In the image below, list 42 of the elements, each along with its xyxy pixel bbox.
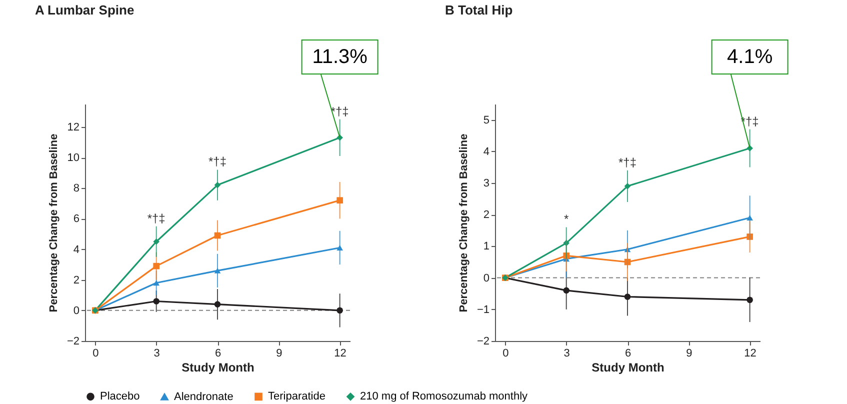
y-tick-label: 1 bbox=[483, 240, 490, 253]
y-tick-label: −2 bbox=[66, 336, 80, 348]
legend-label: Teriparatide bbox=[268, 390, 326, 403]
y-tick-label: 0 bbox=[73, 304, 80, 317]
annotation: 4.1% bbox=[727, 46, 773, 68]
y-tick-label: 4 bbox=[73, 244, 80, 256]
y-tick-label: 10 bbox=[67, 152, 80, 164]
annotation: *†‡ bbox=[147, 211, 166, 226]
x-tick-label: 12 bbox=[334, 348, 346, 360]
x-tick-label: 9 bbox=[276, 348, 282, 360]
y-tick-label: 5 bbox=[483, 114, 490, 126]
legend-label: Alendronate bbox=[174, 390, 234, 403]
x-tick-label: 3 bbox=[154, 348, 160, 360]
legend-label: 210 mg of Romosozumab monthly bbox=[360, 390, 528, 403]
chart-title: B Total Hip bbox=[445, 2, 513, 18]
annotation: *†‡ bbox=[208, 154, 227, 169]
y-tick-label: 0 bbox=[483, 272, 490, 284]
chart-title: A Lumbar Spine bbox=[35, 2, 134, 18]
y-tick-label: 12 bbox=[67, 121, 80, 134]
y-tick-label: −2 bbox=[476, 336, 490, 348]
annotation: * bbox=[564, 212, 570, 226]
y-tick-label: 6 bbox=[73, 213, 80, 226]
x-tick-label: 6 bbox=[214, 348, 222, 360]
legend-label: Placebo bbox=[100, 390, 140, 403]
y-tick-label: 8 bbox=[73, 182, 80, 195]
y-tick-label: 3 bbox=[483, 178, 490, 190]
y-tick-label: 4 bbox=[483, 146, 490, 158]
x-axis-title: Study Month bbox=[182, 360, 254, 374]
y-axis-title: Percentage Change from Baseline bbox=[48, 134, 60, 312]
x-tick-label: 3 bbox=[564, 348, 570, 360]
annotation: 11.3% bbox=[312, 46, 368, 68]
x-axis-title: Study Month bbox=[592, 360, 664, 374]
y-axis-title: Percentage Change from Baseline bbox=[458, 134, 470, 312]
x-tick-label: 9 bbox=[686, 348, 692, 360]
y-tick-label: −1 bbox=[476, 304, 490, 316]
y-tick-label: 2 bbox=[483, 209, 490, 222]
x-tick-label: 0 bbox=[502, 348, 509, 360]
x-tick-label: 12 bbox=[744, 348, 756, 360]
x-tick-label: 6 bbox=[624, 348, 632, 360]
annotation: *†‡ bbox=[618, 155, 637, 170]
y-tick-label: 2 bbox=[73, 274, 80, 286]
x-tick-label: 0 bbox=[92, 348, 99, 360]
